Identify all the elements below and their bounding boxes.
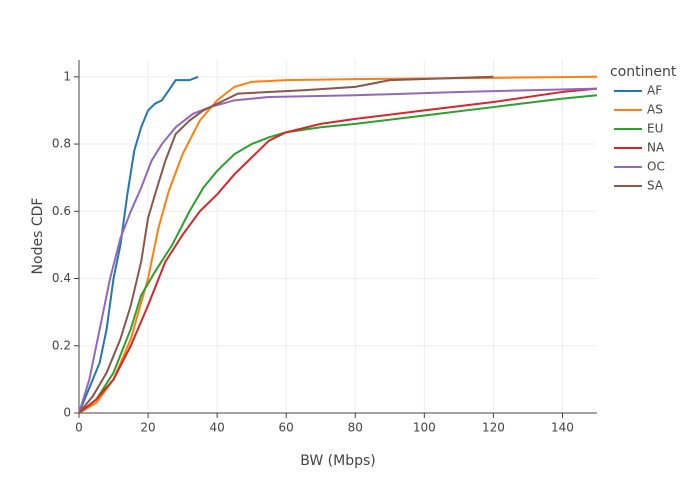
- x-axis-title: BW (Mbps): [300, 453, 375, 469]
- cdf-line: [78, 75, 199, 414]
- y-tick-label: 0.2: [52, 338, 71, 352]
- cdf-line: [78, 94, 598, 414]
- x-tick-label: 20: [140, 421, 155, 435]
- y-tick-label: 0.4: [52, 271, 71, 285]
- y-tick-label: 0.6: [52, 204, 71, 218]
- legend-label: AS: [647, 103, 663, 117]
- legend-label: AF: [647, 84, 662, 98]
- cdf-line: [78, 87, 598, 414]
- legend-label: SA: [647, 179, 664, 193]
- x-tick-label: 140: [551, 421, 574, 435]
- x-tick-label: 40: [209, 421, 224, 435]
- y-tick-label: 0.8: [52, 137, 71, 151]
- x-tick-label: 0: [75, 421, 83, 435]
- cdf-line: [78, 75, 494, 414]
- y-tick-label: 0: [63, 406, 71, 420]
- x-tick-label: 100: [413, 421, 436, 435]
- cdf-line: [78, 75, 598, 414]
- legend-label: NA: [647, 141, 665, 155]
- legend-label: EU: [647, 122, 663, 136]
- x-tick-label: 80: [348, 421, 363, 435]
- x-tick-label: 60: [279, 421, 294, 435]
- legend-title: continent: [610, 64, 677, 80]
- legend-label: OC: [647, 160, 665, 174]
- x-tick-label: 120: [482, 421, 505, 435]
- y-axis-title: Nodes CDF: [30, 198, 46, 275]
- cdf-line: [78, 87, 598, 414]
- y-tick-label: 1: [63, 69, 71, 83]
